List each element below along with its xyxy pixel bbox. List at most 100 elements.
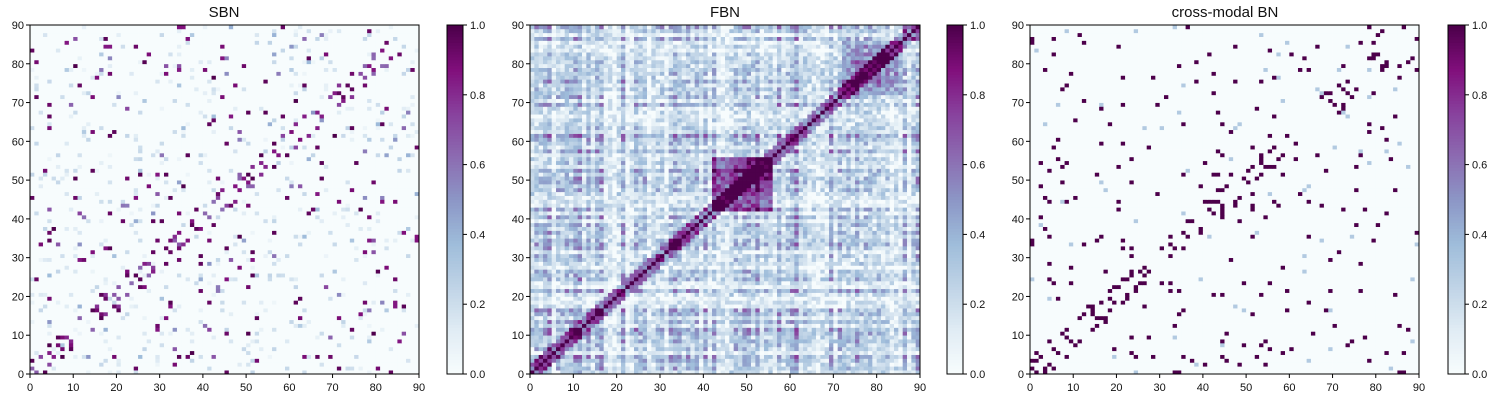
heatmap-cell bbox=[307, 258, 312, 262]
heatmap-cell bbox=[402, 161, 407, 165]
heatmap-cell bbox=[341, 172, 346, 176]
heatmap-cell bbox=[203, 180, 208, 184]
heatmap-cell bbox=[250, 347, 255, 351]
heatmap-cell bbox=[47, 242, 52, 246]
heatmap-cell bbox=[389, 277, 394, 281]
heatmap-cell bbox=[233, 285, 238, 289]
heatmap-cell bbox=[346, 296, 351, 300]
heatmap-cell bbox=[86, 242, 91, 246]
heatmap-cell bbox=[315, 304, 320, 308]
heatmap-cell bbox=[320, 312, 325, 316]
heatmap-cell bbox=[333, 331, 338, 335]
heatmap-cell bbox=[30, 211, 35, 215]
heatmap-cell bbox=[250, 293, 255, 297]
heatmap-cell bbox=[65, 273, 70, 277]
heatmap-cell bbox=[246, 250, 251, 254]
heatmap-cell bbox=[276, 316, 281, 320]
heatmap-cell bbox=[363, 312, 368, 316]
heatmap-cell bbox=[237, 231, 242, 235]
heatmap-cell bbox=[34, 273, 39, 277]
heatmap-cell bbox=[60, 312, 65, 316]
heatmap-cell bbox=[147, 238, 152, 242]
heatmap-cell bbox=[276, 324, 281, 328]
heatmap-cell bbox=[142, 246, 147, 250]
heatmap-cell bbox=[39, 165, 44, 169]
heatmap-cell bbox=[225, 273, 230, 277]
heatmap-cell bbox=[384, 258, 389, 262]
heatmap-cell bbox=[190, 196, 195, 200]
heatmap-cell bbox=[78, 211, 83, 215]
heatmap-cell bbox=[177, 308, 182, 312]
heatmap-cell bbox=[103, 273, 108, 277]
heatmap-cell bbox=[250, 165, 255, 169]
heatmap-cell bbox=[311, 316, 316, 320]
heatmap-cell bbox=[315, 262, 320, 266]
heatmap-cell bbox=[358, 331, 363, 335]
heatmap-cell bbox=[78, 296, 83, 300]
heatmap-cell bbox=[393, 180, 398, 184]
heatmap-cell bbox=[190, 347, 195, 351]
heatmap-cell bbox=[367, 192, 372, 196]
heatmap-cell bbox=[363, 281, 368, 285]
heatmap-cell bbox=[285, 223, 290, 227]
heatmap-cell bbox=[410, 358, 415, 362]
heatmap-cell bbox=[242, 358, 247, 362]
heatmap-cell bbox=[216, 231, 221, 235]
heatmap-cell bbox=[160, 200, 165, 204]
heatmap-cell bbox=[311, 327, 316, 331]
heatmap-cell bbox=[268, 188, 273, 192]
heatmap-cell bbox=[229, 262, 234, 266]
heatmap-cell bbox=[281, 258, 286, 262]
heatmap-cell bbox=[255, 203, 260, 207]
heatmap-cell bbox=[47, 207, 52, 211]
heatmap-cell bbox=[91, 242, 96, 246]
heatmap-cell bbox=[350, 355, 355, 359]
heatmap-cell bbox=[237, 238, 242, 242]
heatmap-cell bbox=[95, 227, 100, 231]
heatmap-cell bbox=[268, 300, 273, 304]
heatmap-cell bbox=[164, 312, 169, 316]
heatmap-cell bbox=[56, 192, 61, 196]
heatmap-cell bbox=[225, 203, 230, 207]
heatmap-cell bbox=[220, 308, 225, 312]
heatmap-cell bbox=[397, 250, 402, 254]
heatmap-cell bbox=[276, 327, 281, 331]
heatmap-cell bbox=[341, 207, 346, 211]
heatmap-cell bbox=[78, 366, 83, 370]
heatmap-cell bbox=[173, 327, 178, 331]
heatmap-cell bbox=[73, 366, 78, 370]
heatmap-cell bbox=[160, 168, 165, 172]
heatmap-cell bbox=[108, 184, 113, 188]
heatmap-cell bbox=[125, 285, 130, 289]
heatmap-cell bbox=[320, 289, 325, 293]
heatmap-cell bbox=[39, 355, 44, 359]
heatmap-cell bbox=[30, 258, 35, 262]
heatmap-cell bbox=[311, 215, 316, 219]
heatmap-cell bbox=[173, 320, 178, 324]
heatmap-cell bbox=[255, 196, 260, 200]
heatmap-cell bbox=[207, 168, 212, 172]
heatmap-cell bbox=[285, 312, 290, 316]
heatmap-cell bbox=[112, 281, 117, 285]
heatmap-cell bbox=[384, 227, 389, 231]
heatmap-cell bbox=[190, 335, 195, 339]
heatmap-cell bbox=[121, 281, 126, 285]
heatmap-cell bbox=[186, 192, 191, 196]
heatmap-cell bbox=[52, 223, 57, 227]
heatmap-cell bbox=[216, 324, 221, 328]
heatmap-cell bbox=[320, 366, 325, 370]
heatmap-cell bbox=[397, 293, 402, 297]
heatmap-cell bbox=[65, 207, 70, 211]
heatmap-cell bbox=[220, 293, 225, 297]
heatmap-cell bbox=[199, 176, 204, 180]
heatmap-cell bbox=[354, 289, 359, 293]
heatmap-cell bbox=[229, 192, 234, 196]
heatmap-cell bbox=[177, 234, 182, 238]
heatmap-cell bbox=[358, 165, 363, 169]
heatmap-cell bbox=[134, 273, 139, 277]
heatmap-cell bbox=[186, 234, 191, 238]
heatmap-cell bbox=[56, 358, 61, 362]
heatmap-cell bbox=[341, 331, 346, 335]
heatmap-cell bbox=[363, 316, 368, 320]
heatmap-cell bbox=[281, 293, 286, 297]
